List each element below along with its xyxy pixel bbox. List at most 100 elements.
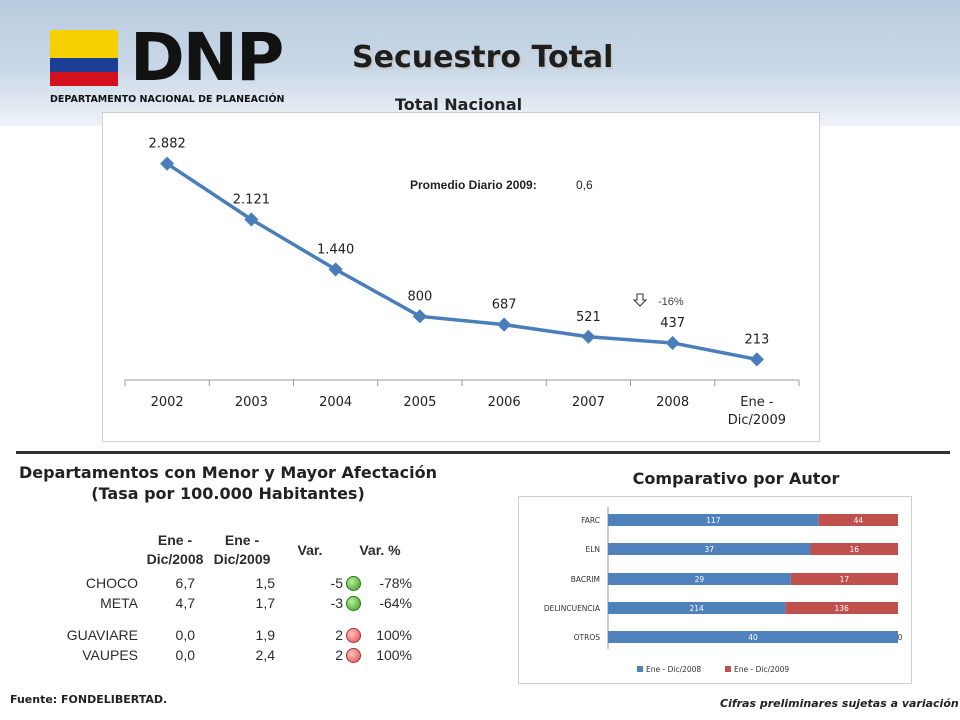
dnp-logo: DNP DEPARTAMENTO NACIONAL DE PLANEACIÓN — [48, 19, 298, 110]
bar-segment — [785, 602, 898, 614]
x-tick-label: 2008 — [656, 395, 689, 410]
category-label: BACRIM — [571, 575, 600, 584]
bar-value-label: 44 — [854, 516, 864, 525]
disclaimer-note: Cifras preliminares sujetas a variación — [720, 697, 959, 710]
data-label: 437 — [660, 316, 685, 331]
col-header-2009: Ene - Dic/2009 — [207, 531, 277, 569]
cell-2009: 1,7 — [255, 595, 275, 611]
section-title-departamentos: Departamentos con Menor y Mayor Afectaci… — [8, 463, 448, 503]
green-status-icon — [346, 596, 361, 611]
header-band — [0, 0, 960, 126]
category-label: ELN — [585, 545, 600, 554]
x-tick-label: 2006 — [488, 395, 521, 410]
x-tick-label: Dic/2009 — [728, 413, 786, 428]
data-point — [244, 212, 259, 227]
bar-value-label: 17 — [840, 575, 850, 584]
data-label: 2.882 — [149, 137, 186, 152]
data-point — [581, 329, 596, 344]
bar-value-label: 16 — [849, 545, 859, 554]
cell-var: 2 — [335, 627, 343, 643]
cell-var: -5 — [330, 575, 343, 591]
cell-varp: -78% — [379, 575, 412, 591]
logo-subtitle: DEPARTAMENTO NACIONAL DE PLANEACIÓN — [50, 94, 285, 105]
legend-swatch — [725, 666, 731, 672]
bar-segment — [608, 602, 786, 614]
category-label: FARC — [581, 516, 600, 525]
data-point — [412, 309, 427, 324]
x-tick-label: 2007 — [572, 395, 605, 410]
cell-department: VAUPES — [82, 647, 138, 663]
cell-varp: 100% — [376, 647, 412, 663]
down-arrow-icon — [632, 293, 648, 307]
section-title-line1: Departamentos con Menor y Mayor Afectaci… — [18, 463, 437, 482]
data-label: 1.440 — [317, 242, 354, 257]
promedio-value: 0,6 — [576, 178, 593, 192]
x-tick-label: 2005 — [403, 395, 436, 410]
cell-2008: 6,7 — [175, 575, 195, 591]
bar-value-label: 136 — [834, 604, 849, 613]
data-label: 213 — [744, 332, 769, 347]
category-label: DELINCUENCIA — [544, 604, 601, 613]
header-2008-line1: Ene - — [157, 532, 193, 548]
cell-var: -3 — [330, 595, 343, 611]
green-status-icon — [346, 576, 361, 591]
col-header-2008: Ene - Dic/2008 — [140, 531, 210, 569]
promedio-label: Promedio Diario 2009: — [410, 178, 537, 192]
section-title-autor: Comparativo por Autor — [632, 469, 840, 488]
cell-2009: 1,5 — [255, 575, 275, 591]
logo-text: DNP — [130, 19, 284, 96]
source-note: Fuente: FONDELIBERTAD. — [10, 693, 168, 706]
cell-2008: 0,0 — [175, 647, 195, 663]
header-2009-line2: Dic/2009 — [213, 551, 271, 567]
category-label: OTROS — [574, 633, 601, 642]
bar-segment — [608, 543, 811, 555]
data-point — [749, 352, 764, 367]
cell-2009: 2,4 — [255, 647, 275, 663]
section-title-line2: (Tasa por 100.000 Habitantes) — [91, 484, 365, 503]
bar-segment — [790, 573, 898, 585]
cell-varp: 100% — [376, 627, 412, 643]
cell-varp: -64% — [379, 595, 412, 611]
bar-chart-panel: FARC 117 44 ELN 37 16 BACRIM 29 17 DELINCUENCIA 21… — [518, 496, 912, 684]
bar-value-label: 214 — [689, 604, 704, 613]
cell-department: CHOCO — [85, 575, 138, 591]
legend-label: Ene - Dic/2008 — [646, 665, 701, 674]
data-label: 800 — [407, 289, 432, 304]
line-chart-panel: 2.882 2.121 1.440 800 687 521 437 213 2002 2003 2… — [102, 112, 820, 442]
chart-title: Total Nacional — [395, 95, 523, 114]
data-label: 521 — [576, 310, 601, 325]
col-header-var: Var. — [297, 542, 323, 558]
header-2008-line2: Dic/2008 — [146, 551, 204, 567]
x-tick-label: 2003 — [235, 395, 268, 410]
section-divider — [16, 451, 950, 454]
cell-2008: 0,0 — [175, 627, 195, 643]
cell-department: META — [100, 595, 138, 611]
bar-segment — [608, 573, 791, 585]
bar-value-label: 40 — [748, 633, 758, 642]
bar-segment — [608, 514, 819, 526]
legend-swatch — [637, 666, 643, 672]
data-point — [665, 335, 680, 351]
col-header-varp: Var. % — [359, 542, 401, 558]
cell-var: 2 — [335, 647, 343, 663]
bar-chart: FARC 117 44 ELN 37 16 BACRIM 29 17 DELINCUENCIA 21… — [544, 507, 903, 674]
x-tick-label: 2004 — [319, 395, 352, 410]
data-label: 2.121 — [233, 192, 270, 207]
legend-label: Ene - Dic/2009 — [734, 665, 789, 674]
bar-value-label: 29 — [695, 575, 705, 584]
data-label: 687 — [492, 298, 517, 313]
line-chart: 2.882 2.121 1.440 800 687 521 437 213 2002 2003 2… — [124, 137, 800, 428]
bar-value-label: 37 — [704, 545, 714, 554]
bar-segment — [818, 514, 898, 526]
cell-2008: 4,7 — [175, 595, 195, 611]
bar-value-label: 0 — [898, 633, 903, 642]
data-point — [328, 262, 343, 277]
colombia-flag-icon — [50, 30, 118, 86]
x-tick-label: 2002 — [151, 395, 184, 410]
header-2009-line1: Ene - — [224, 532, 260, 548]
red-status-icon — [346, 628, 361, 643]
bar-segment — [608, 631, 898, 643]
cell-department: GUAVIARE — [66, 627, 138, 643]
data-point — [497, 317, 512, 332]
series-line — [166, 162, 758, 362]
